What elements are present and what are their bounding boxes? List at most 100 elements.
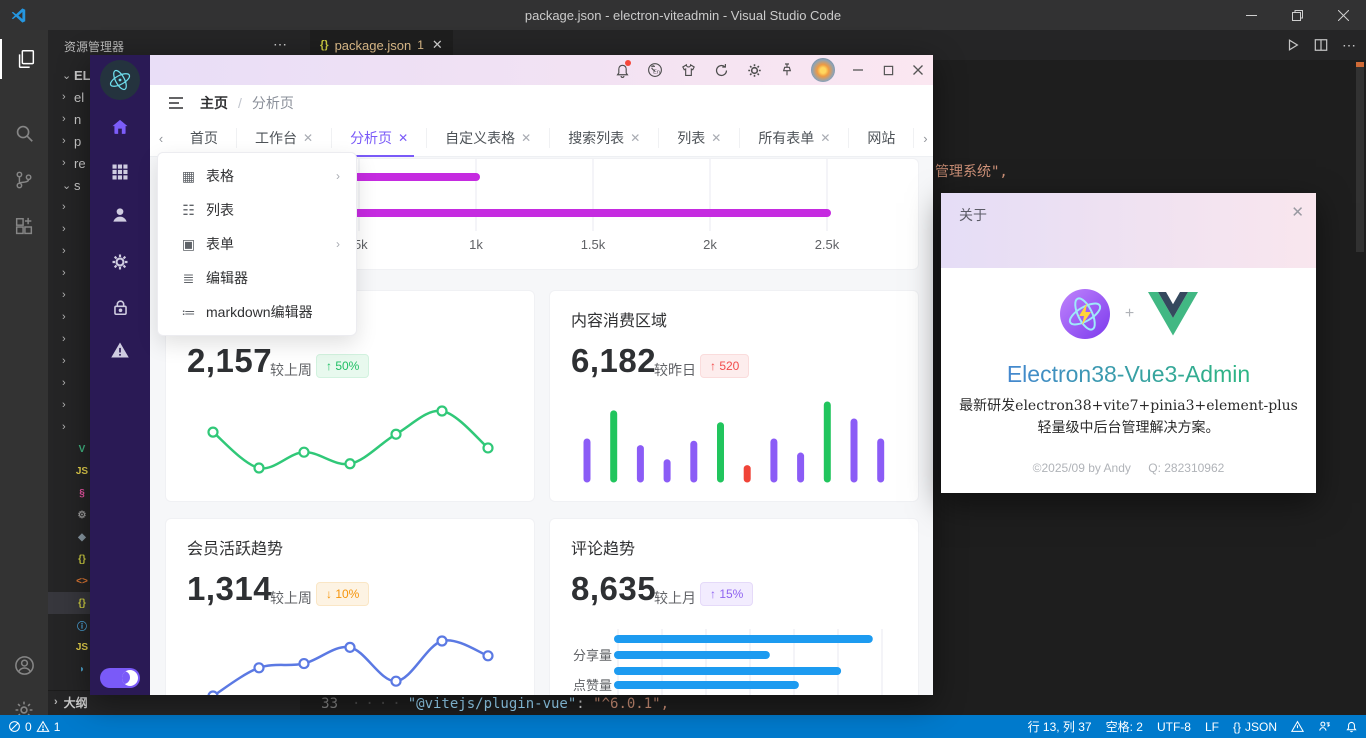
language-switch-icon[interactable]: En [642,57,668,83]
problems-indicator[interactable]: 0 1 [8,720,60,734]
eol-sequence[interactable]: LF [1204,719,1219,734]
explorer-icon[interactable] [0,39,50,79]
collapse-menu-icon[interactable] [168,96,184,110]
about-close-icon[interactable]: ✕ [1291,204,1304,221]
nav-lock-icon[interactable] [90,289,150,325]
user-avatar[interactable] [811,58,835,82]
svg-text:2.5k: 2.5k [815,237,840,252]
source-control-icon[interactable] [0,160,48,200]
explorer-tree-row[interactable]: › [48,394,300,416]
window-minimize-button[interactable] [1228,0,1274,30]
explorer-tree-row[interactable]: › [48,306,300,328]
menu-item-editor[interactable]: ≣ 编辑器 [158,261,356,295]
explorer-tree-row[interactable]: › [48,284,300,306]
app-tab-website[interactable]: 网站 [849,128,915,148]
tab-close-icon[interactable]: ✕ [431,37,443,52]
run-icon[interactable] [1284,36,1302,54]
explorer-tree-row[interactable]: § [48,482,300,504]
form-icon: ▣ [181,235,196,252]
menu-item-list[interactable]: ☷ 列表 [158,193,356,227]
explorer-tree-row[interactable]: JS [48,460,300,482]
explorer-tree-row[interactable]: › [48,196,300,218]
tab-label: package.json [334,37,412,53]
theme-skin-icon[interactable] [675,57,701,83]
explorer-tree-row[interactable]: V [48,438,300,460]
search-icon[interactable] [0,113,48,153]
split-editor-icon[interactable] [1312,36,1330,54]
cursor-position[interactable]: 行 13, 列 37 [1027,720,1092,734]
menu-item-label: 编辑器 [206,270,248,286]
app-tab-all-forms[interactable]: 所有表单 ✕ [740,128,850,148]
code-colon: : [576,696,594,712]
explorer-tree-row[interactable]: › [48,328,300,350]
tabs-scroll-right-icon[interactable]: › [923,130,928,146]
tabs-scroll-left-icon[interactable]: ‹ [158,130,164,146]
explorer-tree-row[interactable]: › [48,416,300,438]
app-logo-icon[interactable] [100,60,140,100]
close-tab-icon[interactable]: ✕ [398,131,409,145]
language-mode[interactable]: {} JSON [1233,720,1277,734]
app-tab-search-list[interactable]: 搜索列表 ✕ [550,128,660,148]
app-tab-custom-table[interactable]: 自定义表格 ✕ [427,128,551,148]
editor-more-icon[interactable]: ⋯ [1342,36,1356,53]
extensions-icon[interactable] [0,207,48,247]
app-close-button[interactable] [903,57,933,83]
tab-label: 首页 [190,130,218,146]
menu-item-label: 表格 [206,168,234,184]
app-tab-home[interactable]: 首页 [172,128,237,148]
refresh-icon[interactable] [708,57,734,83]
menu-item-markdown-editor[interactable]: ≔ markdown编辑器 [158,295,356,329]
explorer-tree-row[interactable]: › el [48,86,300,108]
explorer-tree-row[interactable]: ⌄ s [48,174,300,196]
explorer-tree-row[interactable]: › n [48,108,300,130]
tab-label: 网站 [867,130,896,146]
close-tab-icon[interactable]: ✕ [521,131,532,145]
prettier-warning-icon[interactable] [1291,720,1304,733]
nav-grid-icon[interactable] [90,154,150,190]
card-title: 评论趋势 [571,541,636,558]
explorer-tree-row[interactable]: › [48,350,300,372]
explorer-tree-row[interactable]: › [48,218,300,240]
app-tab-list[interactable]: 列表 ✕ [659,128,741,148]
editor-code-line[interactable]: 33 ···· "@vitejs/plugin-vue": "^6.0.1", [300,695,669,713]
tab-label: 自定义表格 [445,130,516,146]
explorer-tree-row[interactable]: › [48,372,300,394]
window-restore-button[interactable] [1274,0,1320,30]
copyright-text: ©2025/09 by Andy [1032,461,1131,475]
nav-user-icon[interactable] [90,197,150,233]
app-tab-analysis[interactable]: 分析页 ✕ [332,128,428,157]
close-tab-icon[interactable]: ✕ [303,131,314,145]
warning-count: 1 [53,719,61,734]
dark-mode-toggle[interactable] [100,668,140,688]
explorer-tree-row[interactable]: › p [48,130,300,152]
indentation[interactable]: 空格: 2 [1105,720,1143,734]
notifications-bell-icon[interactable] [1345,720,1358,733]
encoding[interactable]: UTF-8 [1156,719,1191,734]
nav-settings-icon[interactable] [90,244,150,280]
close-tab-icon[interactable]: ✕ [820,131,831,145]
app-minimize-button[interactable] [843,57,873,83]
menu-item-table[interactable]: ▦ 表格 › [158,159,356,193]
pin-icon[interactable] [774,57,800,83]
more-actions-icon[interactable]: ⋯ [273,36,288,52]
explorer-tree-row[interactable]: › [48,240,300,262]
notification-bell-icon[interactable] [609,57,635,83]
app-maximize-button[interactable] [873,57,903,83]
settings-gear-icon[interactable] [741,57,767,83]
window-close-button[interactable] [1320,0,1366,30]
table-icon: ▦ [181,167,196,184]
editor-scrollbar[interactable] [1356,62,1364,252]
explorer-tree-row[interactable]: › re [48,152,300,174]
account-icon[interactable] [0,645,48,685]
explorer-tree-row[interactable]: › [48,262,300,284]
feedback-icon[interactable] [1318,720,1331,733]
close-tab-icon[interactable]: ✕ [630,131,641,145]
menu-item-form[interactable]: ▣ 表单 › [158,227,356,261]
chevron-right-icon: › [62,157,66,169]
app-tab-workbench[interactable]: 工作台 ✕ [237,128,333,148]
breadcrumb-root[interactable]: 主页 [200,94,228,111]
nav-home-icon[interactable] [90,109,150,145]
close-tab-icon[interactable]: ✕ [711,131,722,145]
nav-warning-icon[interactable] [90,332,150,368]
chevron-right-icon: › [62,91,66,103]
